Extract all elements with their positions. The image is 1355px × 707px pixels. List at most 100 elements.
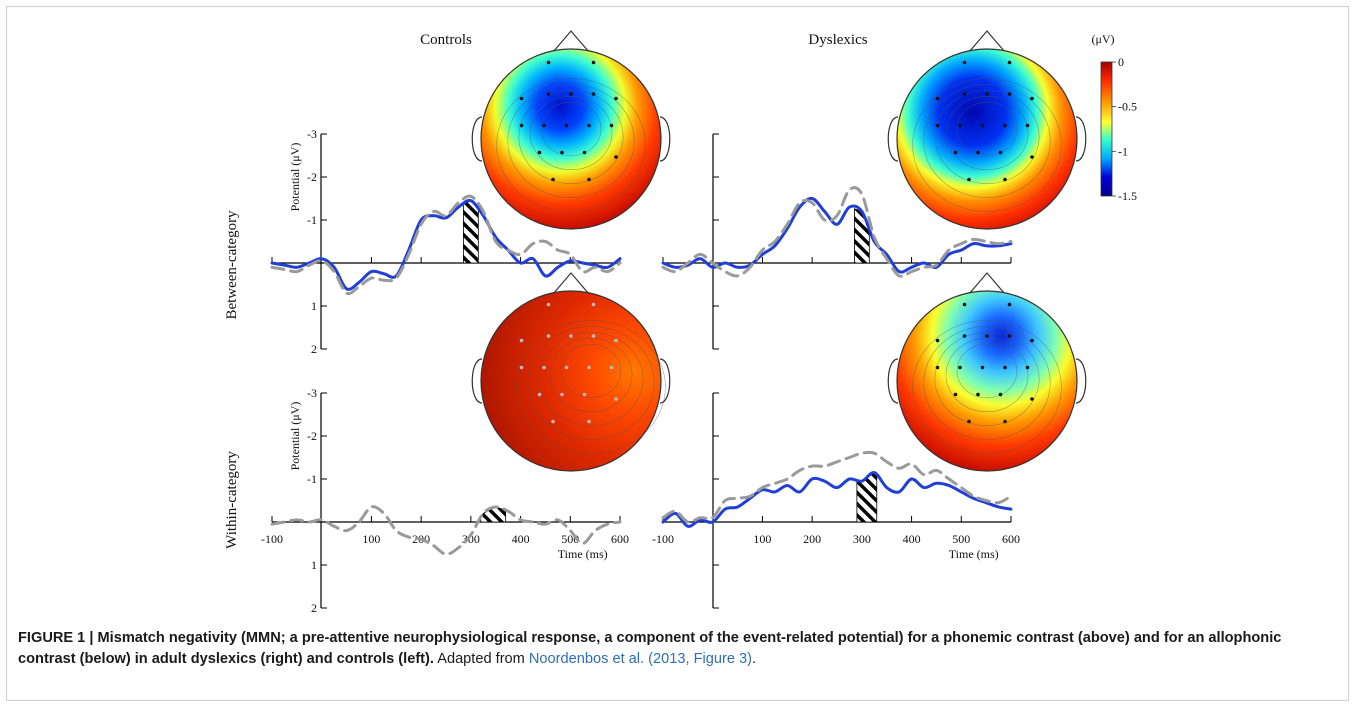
scalp-contour	[923, 326, 1051, 440]
scalp-contour	[945, 95, 1029, 171]
electrode-dot	[591, 92, 596, 96]
caption-source-link[interactable]: Noordenbos et al. (2013, Figure 3)	[528, 651, 752, 667]
scalp-contour	[507, 84, 635, 198]
scalp-ear-right	[659, 116, 671, 162]
electrode-dot	[1030, 338, 1034, 343]
electrode-dot	[582, 150, 587, 155]
electrode-dot	[967, 177, 971, 182]
electrode-dot	[1025, 365, 1030, 370]
electrode-dot	[985, 92, 989, 96]
scalp-contour	[934, 332, 1040, 426]
electrode-dot	[542, 365, 546, 370]
x-tick-label: 300	[853, 532, 871, 546]
scalp-ear-right	[659, 358, 671, 404]
electrode-dot	[1025, 123, 1030, 128]
electrode-dot	[958, 365, 962, 370]
x-tick-label: 100	[362, 532, 380, 546]
scalp-contour	[923, 84, 1051, 198]
scalp-contour	[516, 320, 666, 454]
x-tick-label: 500	[952, 532, 970, 546]
electrode-dot	[935, 123, 940, 128]
electrode-dot	[542, 123, 546, 128]
x-tick-label: 600	[1002, 532, 1020, 546]
scalp-contour	[496, 78, 646, 212]
waveform-solid	[270, 198, 622, 291]
scalp-head	[896, 290, 1078, 472]
x-axis-label: Time (ms)	[949, 547, 999, 561]
scalp-contour	[560, 343, 622, 399]
electrode-dot	[591, 60, 596, 65]
y-tick-label: -1	[307, 213, 317, 227]
x-tick-label: 200	[803, 532, 821, 546]
electrode-dot	[935, 96, 940, 101]
electrode-dot	[985, 334, 989, 338]
electrode-dot	[569, 334, 573, 338]
scalp-map-1	[887, 30, 1087, 230]
y-tick-label: -1	[307, 472, 317, 486]
electrode-dot	[614, 96, 618, 101]
y-tick-label: 1	[311, 299, 317, 313]
electrode-dot	[614, 155, 618, 159]
electrode-dot	[591, 334, 596, 338]
electrode-dot	[546, 60, 551, 65]
electrode-dot	[958, 123, 962, 128]
y-tick-label: -2	[307, 170, 317, 184]
electrode-dot	[591, 302, 596, 307]
erp-panel-1	[661, 133, 1013, 350]
scalp-map-3	[887, 272, 1087, 472]
mmn-window-hatch	[462, 200, 479, 264]
x-tick-label: 600	[611, 532, 629, 546]
colorbar-tick-label: -1	[1118, 144, 1128, 158]
electrode-dot	[609, 123, 614, 128]
scalp-nose	[552, 272, 590, 295]
y-axis-label: Potential (μV)	[288, 143, 302, 212]
electrode-dot	[980, 123, 985, 128]
y-tick-label: 2	[311, 342, 317, 356]
electrode-dot	[962, 302, 967, 307]
y-axis-label: Potential (μV)	[288, 402, 302, 471]
y-tick-label: 1	[311, 558, 317, 572]
electrode-dot	[1003, 365, 1007, 370]
scalp-ear-right	[1075, 358, 1087, 404]
electrode-dot	[537, 392, 542, 397]
electrode-dot	[587, 177, 591, 182]
electrode-dot	[967, 419, 971, 424]
waveform-solid	[661, 196, 1013, 274]
row-label-within: Within-category	[224, 451, 240, 549]
scalp-map-0	[471, 30, 671, 230]
electrode-dot	[935, 365, 940, 370]
col-label-dyslexics: Dyslexics	[808, 32, 867, 48]
colorbar-gradient	[1100, 61, 1113, 197]
electrode-dot	[1007, 92, 1012, 96]
electrode-dot	[953, 150, 958, 155]
scalp-ear-left	[471, 116, 483, 162]
erp-panels: -3 -2 -1 1 2 Potential (μV) -3 -2 -1 1 2 -100 100 200…	[261, 127, 1020, 615]
electrode-dot	[1007, 334, 1012, 338]
x-axis-label: Time (ms)	[558, 547, 608, 561]
scalp-head	[896, 48, 1078, 230]
waveform-dashed	[661, 186, 1013, 278]
scalp-contour	[527, 326, 655, 440]
electrode-dot	[1003, 177, 1007, 182]
waveform-dashed	[270, 505, 622, 556]
scalp-contour	[540, 101, 602, 157]
electrode-dot	[976, 392, 980, 397]
electrode-dot	[551, 419, 555, 424]
waveform-solid	[661, 471, 1013, 528]
scalp-map-2	[471, 272, 671, 472]
electrode-dot	[998, 150, 1003, 155]
electrode-dot	[582, 392, 587, 397]
electrode-dot	[564, 123, 569, 128]
scalp-head	[480, 290, 662, 472]
scalp-contour	[945, 337, 1029, 413]
erp-panel-0: -3 -2 -1 1 2 Potential (μV)	[270, 127, 622, 356]
caption-end: .	[751, 651, 757, 667]
scalp-head	[480, 48, 662, 230]
electrode-dot	[953, 392, 958, 397]
electrode-dot	[546, 92, 551, 96]
electrode-dot	[1007, 60, 1012, 65]
caption-adapted: Adapted from	[437, 651, 529, 667]
scalp-contour	[549, 337, 633, 413]
caption-bold: FIGURE 1 | Mismatch negativity (MMN; a p…	[18, 630, 1282, 667]
